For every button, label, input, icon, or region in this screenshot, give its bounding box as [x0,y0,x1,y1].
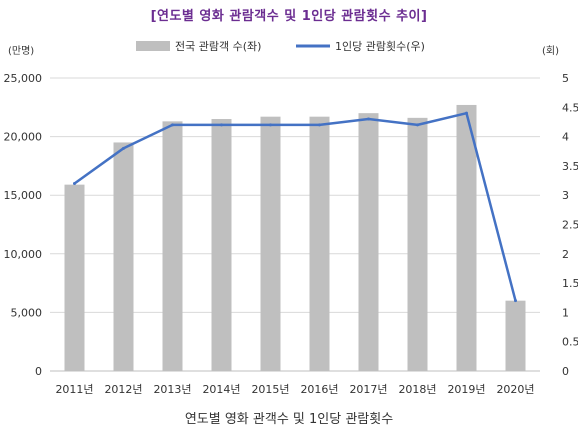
left-axis-tick-label: 10,000 [4,248,43,261]
bar [456,104,477,372]
chart-caption: 연도별 영화 관객수 및 1인당 관람횟수 [184,412,394,427]
x-axis-tick-label: 2015년 [251,383,289,396]
legend-line-label: 1인당 관람횟수(우) [335,40,425,53]
bar [64,184,85,371]
bar [309,116,330,372]
x-axis-tick-label: 2016년 [300,383,338,396]
bar [260,116,281,372]
line-series-path [73,111,517,302]
right-axis-tick-label: 3.5 [562,160,578,173]
right-axis-tick-label: 0.5 [562,336,578,349]
x-axis-tick-label: 2014년 [202,383,240,396]
line-point [465,111,468,115]
legend-bar-swatch [136,41,170,51]
line-point [367,117,370,121]
x-axis-tick-label: 2017년 [349,383,387,396]
right-axis-tick-label: 2 [562,248,569,261]
line-point [514,299,517,303]
line-point [171,123,174,127]
combo-chart: 0 5,000 10,000 15,000 20,000 25,000 0 0.5 1 1.5 2 2… [4,40,578,396]
right-axis-tick-label: 5 [562,72,569,85]
left-axis-tick-label: 5,000 [11,306,43,319]
x-axis-tick-label: 2019년 [447,383,485,396]
bar [505,300,526,371]
left-axis-unit-label: (만명) [8,45,34,57]
left-axis-tick-label: 25,000 [4,72,43,85]
x-axis-tick-label: 2020년 [496,383,534,396]
bar [358,113,379,371]
right-axis-tick-label: 1 [562,306,569,319]
line-point [416,123,419,127]
line-series [73,111,517,303]
line-point [122,146,125,150]
line-point [73,181,76,185]
chart-title: [연도별 영화 관람객수 및 1인당 관람횟수 추이] [150,9,428,24]
x-axis-tick-label: 2011년 [55,383,93,396]
right-axis-tick-label: 1.5 [562,277,578,290]
legend: 전국 관람객 수(좌) 1인당 관람횟수(우) [136,40,425,53]
right-axis-tick-label: 2.5 [562,219,578,232]
line-point [220,123,223,127]
legend-bar-label: 전국 관람객 수(좌) [175,40,261,53]
line-point [269,123,272,127]
right-axis-tick-label: 4 [562,131,569,144]
left-axis-tick-label: 20,000 [4,131,43,144]
right-axis-tick-label: 0 [562,365,569,378]
bar [162,121,183,371]
right-axis-tick-label: 3 [562,189,569,202]
bar [113,142,134,371]
x-axis-tick-label: 2018년 [398,383,436,396]
line-point [318,123,321,127]
bar [407,117,428,372]
right-axis-tick-label: 4.5 [562,101,578,114]
x-axis-tick-label: 2013년 [153,383,191,396]
left-axis-tick-label: 0 [35,365,42,378]
right-axis-unit-label: (회) [542,45,559,57]
axes: 0 5,000 10,000 15,000 20,000 25,000 0 0.5 1 1.5 2 2… [4,45,578,396]
x-axis-tick-label: 2012년 [104,383,142,396]
bar-series [64,104,526,372]
bar [211,119,232,372]
left-axis-tick-label: 15,000 [4,189,43,202]
